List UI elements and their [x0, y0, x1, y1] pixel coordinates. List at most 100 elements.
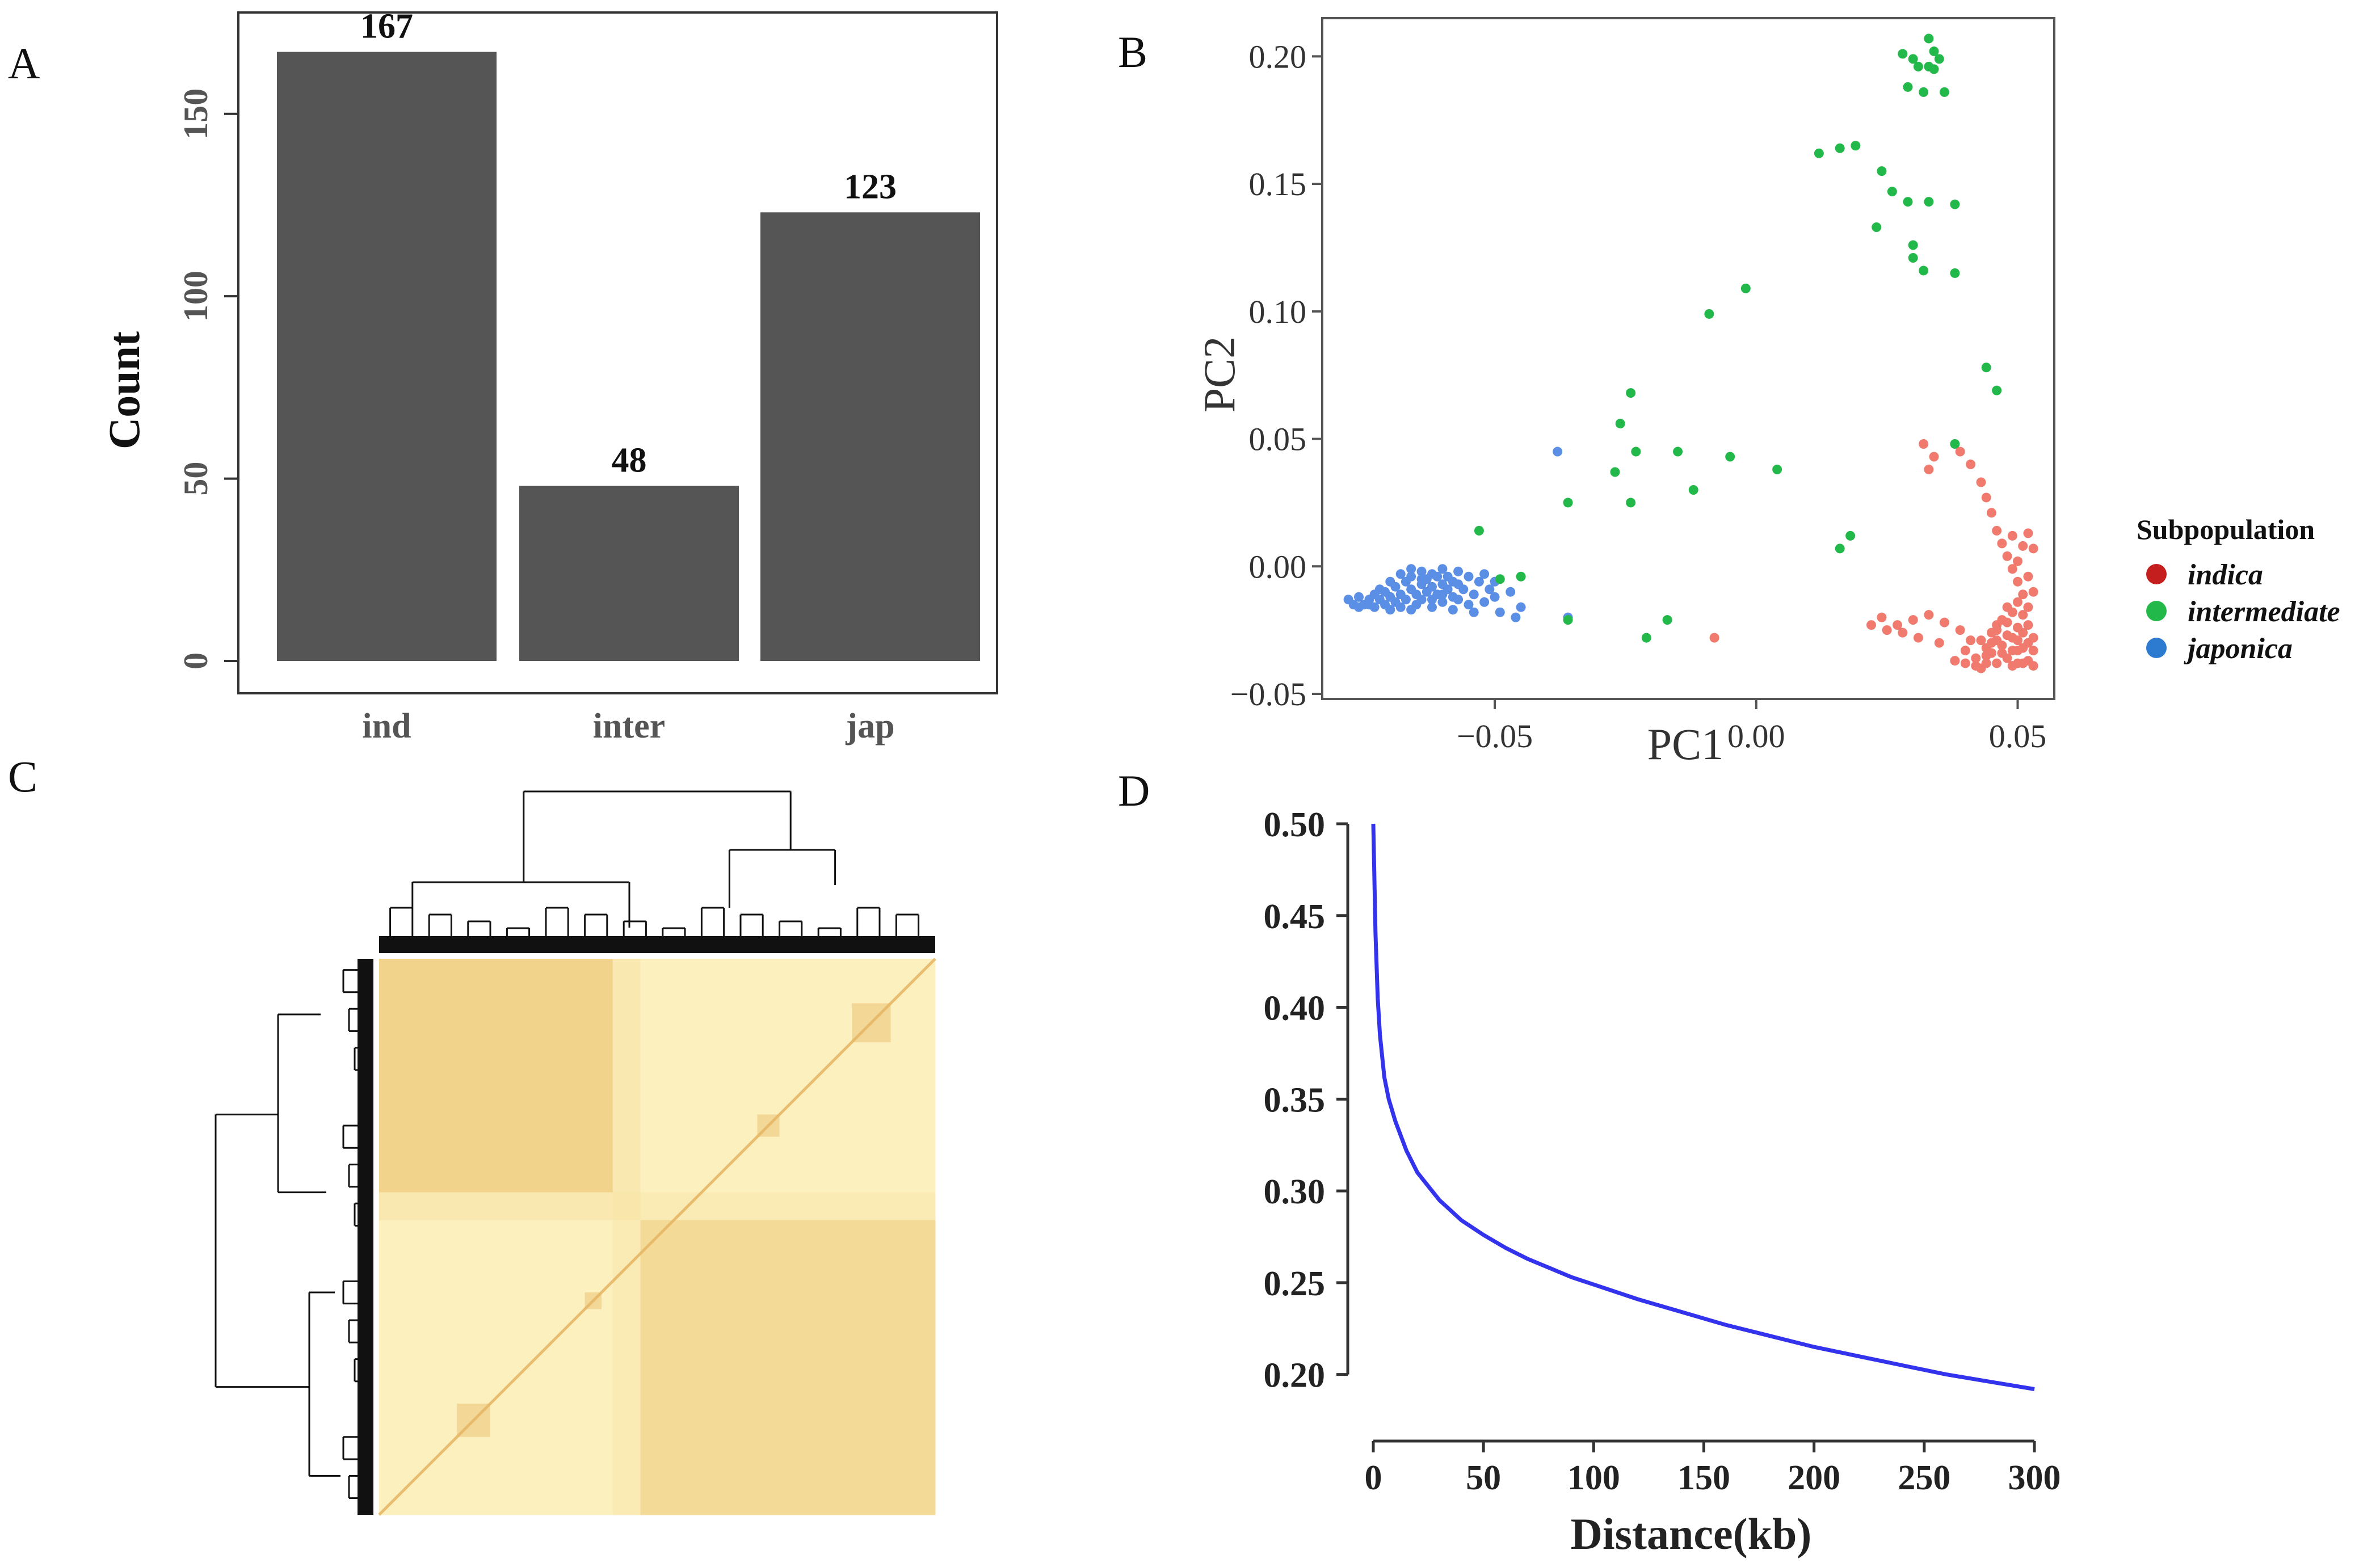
- panel-b: B −0.05 0.00 0.05 0.10 0.15 0.20 −0.05 0.00 0.0…: [1118, 17, 2340, 769]
- point-japonica: [1474, 576, 1484, 587]
- panel-a-label: A: [8, 39, 40, 88]
- point-intermediate: [1688, 485, 1698, 495]
- y-tick-label: −0.05: [1230, 676, 1306, 713]
- x-tick-label-jap: jap: [845, 707, 894, 745]
- point-japonica: [1395, 569, 1406, 579]
- panel-b-ylabel: PC2: [1195, 336, 1244, 412]
- point-indica: [2018, 610, 2028, 620]
- point-intermediate: [1919, 87, 1929, 97]
- y-tick-label: 0.20: [1249, 38, 1307, 75]
- point-japonica: [1364, 600, 1374, 610]
- heat-cell-group-3-group-2: [612, 1220, 641, 1515]
- legend: Subpopulation indica intermediate japoni…: [2137, 513, 2340, 665]
- heat-cell-group-2-group-2: [612, 1192, 641, 1221]
- legend-entry-japonica: japonica: [2184, 633, 2293, 665]
- point-intermediate: [1908, 252, 1918, 263]
- point-japonica: [1416, 595, 1427, 605]
- point-indica: [1709, 633, 1719, 643]
- legend-swatch-intermediate: [2146, 601, 2167, 621]
- point-indica: [1866, 620, 1876, 630]
- point-indica: [2013, 576, 2022, 587]
- point-indica: [1966, 460, 1976, 470]
- point-intermediate: [1908, 240, 1918, 250]
- x-axis-ticks: −0.05 0.00 0.05: [1457, 699, 2046, 755]
- point-japonica: [1479, 569, 1490, 579]
- point-intermediate: [1474, 525, 1484, 536]
- heat-cell-group-2-group-1: [379, 1192, 613, 1221]
- point-indica: [2028, 544, 2038, 554]
- point-indica: [1940, 617, 1949, 627]
- point-japonica: [1485, 584, 1495, 595]
- panel-c: C: [8, 752, 936, 1516]
- point-intermediate: [1950, 199, 1960, 209]
- point-indica: [2028, 587, 2038, 597]
- point-japonica: [1553, 446, 1563, 457]
- y-tick-label: 0.35: [1264, 1081, 1326, 1119]
- point-intermediate: [1845, 530, 1856, 541]
- panel-b-label: B: [1118, 27, 1147, 77]
- y-tick-label: 50: [177, 462, 215, 496]
- point-japonica: [1469, 607, 1479, 617]
- point-indica: [2002, 551, 2012, 561]
- point-japonica: [1511, 612, 1521, 622]
- point-japonica: [1385, 576, 1395, 587]
- point-indica: [2028, 646, 2038, 656]
- point-intermediate: [1924, 197, 1934, 207]
- point-intermediate: [1872, 222, 1882, 233]
- point-indica: [2018, 589, 2028, 600]
- bar-jap: [760, 212, 980, 661]
- point-indica: [1976, 635, 1986, 646]
- point-intermediate: [1851, 141, 1861, 151]
- point-japonica: [1469, 589, 1479, 600]
- point-indica: [1971, 653, 1981, 663]
- heat-cell-group-2-group-3: [640, 1192, 936, 1221]
- point-indica: [2007, 530, 2017, 541]
- point-intermediate: [1673, 446, 1683, 457]
- heat-cell-group-1-group-3: [640, 959, 936, 1193]
- point-indica: [1877, 612, 1887, 622]
- heat-diagonal: [378, 958, 936, 1516]
- point-japonica: [1490, 592, 1500, 602]
- x-tick-label: −0.05: [1457, 718, 1533, 755]
- y-tick-label: 0.30: [1264, 1173, 1326, 1211]
- point-intermediate: [1615, 419, 1625, 429]
- point-indica: [1976, 477, 1986, 487]
- point-japonica: [1495, 607, 1505, 617]
- point-japonica: [1506, 587, 1516, 597]
- heat-subcluster: [757, 1114, 780, 1137]
- point-japonica: [1448, 576, 1458, 587]
- point-indica: [2013, 646, 2022, 656]
- point-indica: [2013, 635, 2022, 646]
- point-indica: [1893, 620, 1903, 630]
- point-indica: [2018, 627, 2028, 638]
- x-tick-label-inter: inter: [593, 707, 665, 745]
- point-japonica: [1416, 566, 1427, 576]
- point-japonica: [1354, 602, 1364, 612]
- panel-a: A Count 167 48 123 0 50 100 150 ind inter jap: [8, 7, 998, 745]
- point-indica: [1955, 446, 1965, 457]
- x-tick-label: 300: [2008, 1459, 2061, 1497]
- point-intermediate: [1929, 64, 1939, 74]
- dendrogram-top: [379, 790, 935, 953]
- dendrogram-leaves: [358, 959, 373, 1515]
- y-tick-label: 0.40: [1264, 989, 1326, 1028]
- x-axis-ticks: ind inter jap: [362, 707, 894, 745]
- point-japonica: [1395, 602, 1406, 612]
- point-intermediate: [1626, 388, 1636, 398]
- panel-c-label: C: [8, 752, 37, 801]
- point-indica: [2013, 556, 2022, 566]
- point-japonica: [1406, 564, 1416, 574]
- point-intermediate: [1835, 544, 1845, 554]
- bar-series: 167 48 123: [277, 7, 980, 661]
- point-intermediate: [1641, 633, 1651, 643]
- point-japonica: [1437, 564, 1448, 574]
- heat-cell-group-3-group-3: [640, 1220, 936, 1515]
- point-indica: [1966, 635, 1976, 646]
- legend-entry-intermediate: intermediate: [2188, 596, 2340, 628]
- point-indica: [1924, 610, 1934, 620]
- point-indica: [2023, 571, 2033, 582]
- point-indica: [2002, 602, 2012, 612]
- scatter-points: [1343, 33, 2038, 673]
- point-intermediate: [1772, 465, 1782, 475]
- point-intermediate: [1610, 467, 1620, 477]
